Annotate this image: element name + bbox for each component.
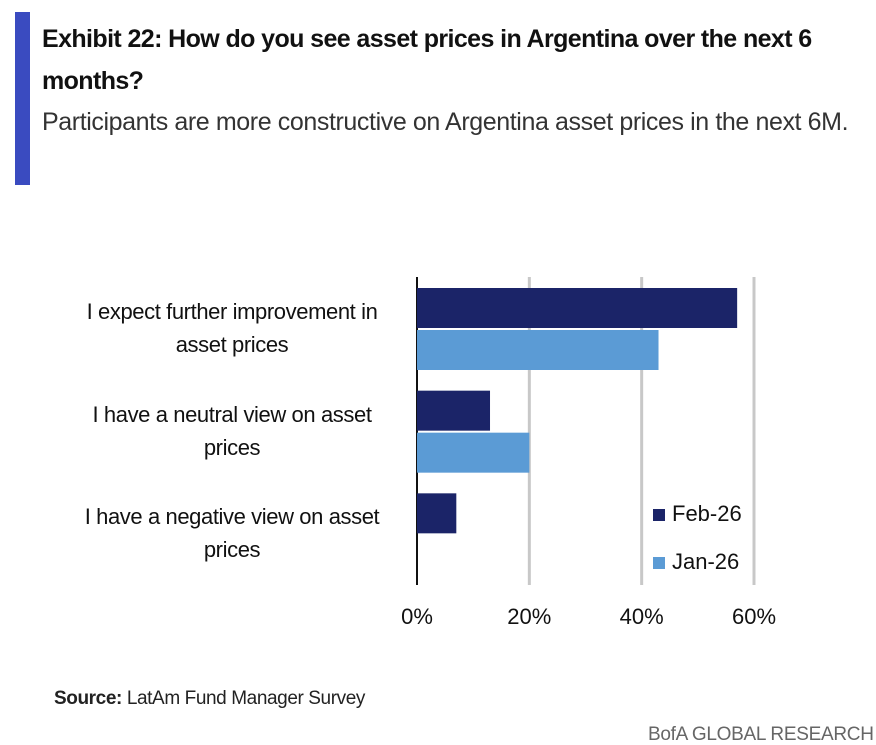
x-tick-label: 40% xyxy=(620,604,664,629)
legend-label: Jan-26 xyxy=(672,549,739,574)
x-tick-label: 60% xyxy=(732,604,776,629)
bar xyxy=(417,330,659,370)
legend-label: Feb-26 xyxy=(672,501,742,526)
source-label: Source: xyxy=(54,688,122,709)
subtitle: Participants are more constructive on Ar… xyxy=(42,108,849,136)
x-tick-label: 20% xyxy=(507,604,551,629)
legend-swatch xyxy=(653,557,665,569)
bar xyxy=(417,390,491,431)
source: Source: LatAm Fund Manager Survey xyxy=(54,688,365,710)
footer: BofA GLOBAL RESEARCH xyxy=(648,724,874,745)
source-text: LatAm Fund Manager Survey xyxy=(126,688,366,709)
bar xyxy=(417,432,530,473)
y-tick-label: I have a neutral view on asset prices xyxy=(92,401,372,460)
bar xyxy=(417,288,738,328)
y-tick-label: I have a negative view on asset prices xyxy=(84,504,380,563)
legend-swatch xyxy=(653,509,665,521)
accent-bar xyxy=(15,12,30,185)
y-tick-label: I expect further improvement in asset pr… xyxy=(86,299,378,357)
x-tick-label: 0% xyxy=(401,604,433,629)
title: Exhibit 22: How do you see asset prices … xyxy=(42,25,812,95)
bar xyxy=(417,493,457,534)
